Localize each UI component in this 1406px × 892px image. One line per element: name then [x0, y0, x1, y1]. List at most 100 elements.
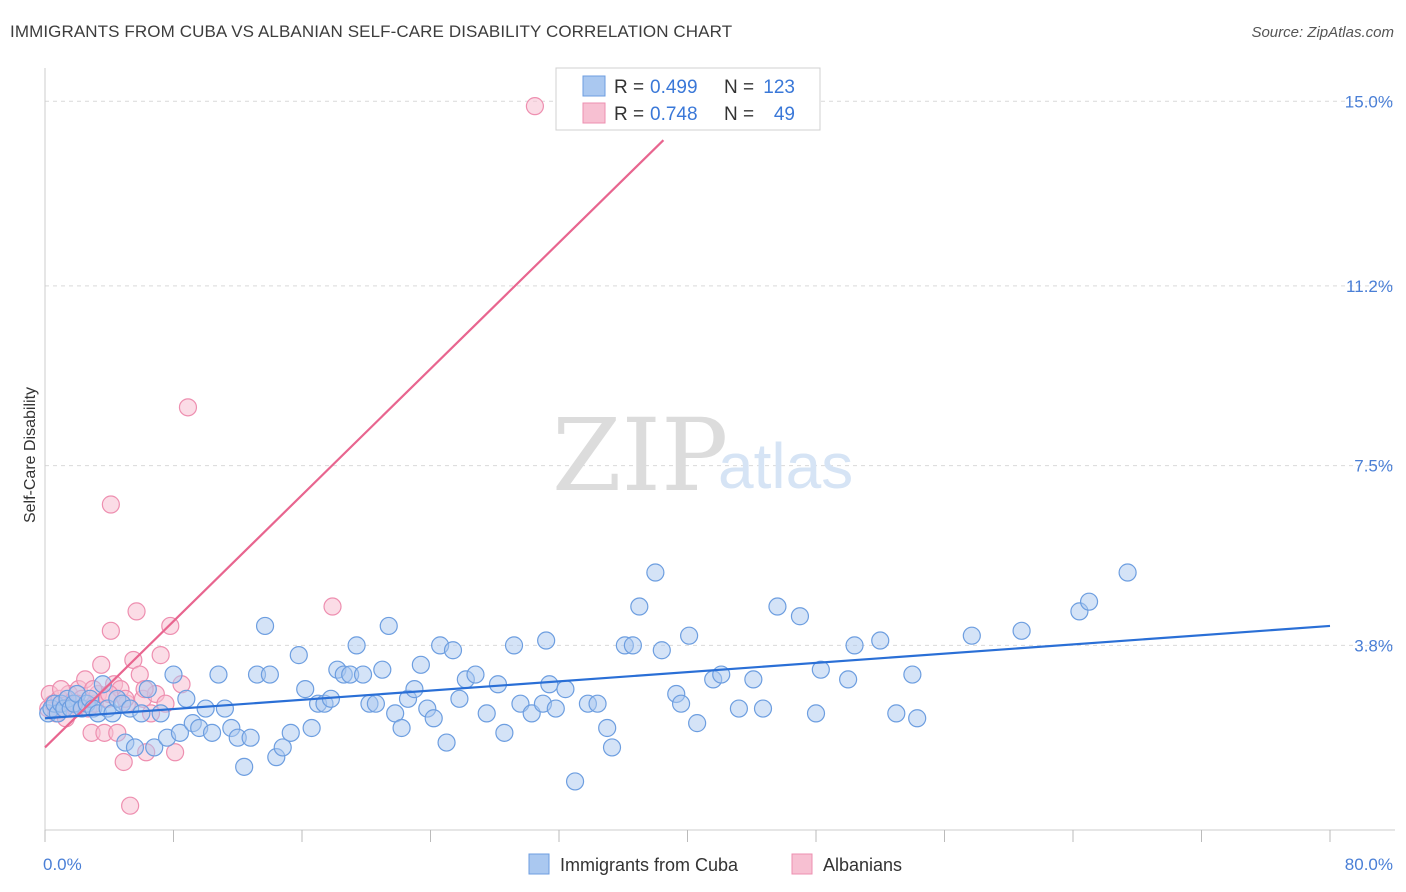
y-tick-label-0: 3.8% — [1354, 636, 1393, 655]
cuba-point-70 — [437, 733, 456, 752]
albanians-point-34 — [151, 646, 170, 665]
cuba-point-108 — [811, 660, 830, 679]
y-tick-label-1: 7.5% — [1354, 457, 1393, 476]
y-axis-title: Self-Care Disability — [22, 387, 39, 523]
y-tick-label-2: 11.2% — [1346, 277, 1393, 296]
cuba-point-39 — [235, 757, 254, 776]
cuba-point-86 — [565, 772, 585, 791]
albanians-point-17 — [92, 655, 111, 674]
albanians-point-24 — [114, 752, 133, 772]
x-tick-label-1: 80.0% — [1345, 855, 1393, 874]
cuba-point-111 — [871, 631, 890, 650]
cuba-point-22 — [125, 738, 145, 757]
cuba-point-118 — [1079, 592, 1099, 611]
cuba-point-112 — [887, 704, 906, 723]
y-tick-label-3: 15.0% — [1345, 92, 1393, 111]
watermark: ZIP atlas — [552, 397, 853, 514]
cuba-point-110 — [845, 636, 864, 655]
albanians-point-39 — [178, 398, 198, 417]
cuba-point-25 — [145, 738, 164, 757]
x-tick-label-0: 0.0% — [43, 855, 82, 874]
cuba-point-72 — [450, 689, 469, 708]
cuba-point-28 — [164, 665, 183, 684]
legend-swatch-cuba — [582, 75, 606, 97]
cuba-point-48 — [296, 680, 315, 699]
trend-lines — [44, 139, 1331, 749]
legend-n-value-1: 123 — [763, 77, 795, 98]
legend-n-value-2: 49 — [774, 104, 795, 125]
cuba-point-36 — [215, 699, 234, 718]
series-legend: Immigrants from Cuba Albanians — [528, 853, 902, 875]
cuba-point-104 — [753, 699, 773, 718]
cuba-point-102 — [729, 699, 749, 718]
cuba-point-84 — [546, 699, 565, 718]
albanians-point-47 — [323, 597, 342, 616]
legend-label-cuba: Immigrants from Cuba — [560, 855, 739, 875]
legend-swatch-albanians-bottom — [791, 853, 813, 875]
cuba-point-26 — [151, 704, 170, 723]
cuba-point-116 — [1012, 621, 1031, 640]
cuba-point-30 — [177, 689, 196, 708]
cuba-point-68 — [424, 709, 443, 728]
cuba-point-34 — [202, 723, 222, 742]
watermark-atlas: atlas — [718, 430, 853, 502]
cuba-point-113 — [903, 665, 922, 684]
legend-swatch-cuba-bottom — [528, 853, 550, 875]
cuba-point-24 — [138, 680, 157, 699]
source-label: Source: ZipAtlas.com — [1251, 24, 1394, 41]
cuba-point-15 — [93, 675, 112, 694]
cuba-point-92 — [623, 636, 642, 655]
albanians-point-20 — [101, 621, 120, 640]
watermark-zip: ZIP — [552, 397, 728, 514]
cuba-point-114 — [908, 709, 927, 728]
cuba-point-119 — [1118, 563, 1137, 582]
cuba-point-66 — [411, 655, 430, 674]
albanians-point-48 — [525, 97, 545, 116]
cuba-point-57 — [353, 665, 373, 684]
cuba-point-65 — [405, 680, 424, 699]
cuba-point-109 — [839, 670, 858, 689]
cuba-points — [39, 563, 1137, 791]
cuba-point-82 — [537, 631, 556, 650]
cuba-point-97 — [671, 694, 691, 713]
cuba-point-42 — [255, 616, 275, 636]
cuba-point-90 — [602, 738, 622, 757]
legend-r-value-1: 0.499 — [650, 77, 698, 98]
cuba-point-74 — [466, 665, 485, 684]
cuba-point-94 — [646, 563, 665, 582]
chart-title: IMMIGRANTS FROM CUBA VS ALBANIAN SELF-CA… — [10, 22, 733, 41]
legend-r-label-2: R = — [614, 104, 644, 125]
cuba-point-105 — [768, 597, 787, 616]
cuba-point-63 — [392, 718, 411, 738]
cuba-point-88 — [588, 694, 607, 713]
x-tick-labels: 0.0% 80.0% — [43, 855, 1393, 874]
cuba-point-77 — [495, 723, 514, 742]
cuba-point-93 — [630, 597, 649, 616]
cuba-point-78 — [504, 636, 524, 655]
y-tick-labels: 3.8% 7.5% 11.2% 15.0% — [1345, 92, 1393, 655]
cuba-point-43 — [260, 665, 279, 684]
albanians-point-26 — [121, 796, 140, 815]
legend-n-label-2: N = — [724, 104, 754, 125]
cuba-point-49 — [302, 718, 321, 738]
albanians-point-40 — [101, 495, 120, 514]
cuba-point-103 — [744, 670, 763, 689]
cuba-point-89 — [598, 718, 617, 738]
cuba-point-29 — [170, 723, 190, 742]
albanians-trend-line — [44, 139, 665, 749]
cuba-trend-line — [44, 624, 1331, 720]
cuba-point-23 — [132, 704, 151, 723]
cuba-point-75 — [477, 704, 496, 723]
cuba-point-40 — [241, 728, 260, 747]
cuba-point-47 — [289, 646, 308, 665]
legend-r-value-2: 0.748 — [650, 104, 698, 125]
cuba-point-33 — [196, 699, 215, 718]
cuba-point-98 — [680, 626, 699, 645]
cuba-point-60 — [373, 660, 392, 679]
cuba-point-106 — [790, 607, 810, 626]
cuba-point-71 — [443, 641, 463, 660]
cuba-point-83 — [540, 675, 559, 694]
cuba-point-99 — [688, 714, 707, 733]
cuba-point-107 — [806, 704, 826, 723]
